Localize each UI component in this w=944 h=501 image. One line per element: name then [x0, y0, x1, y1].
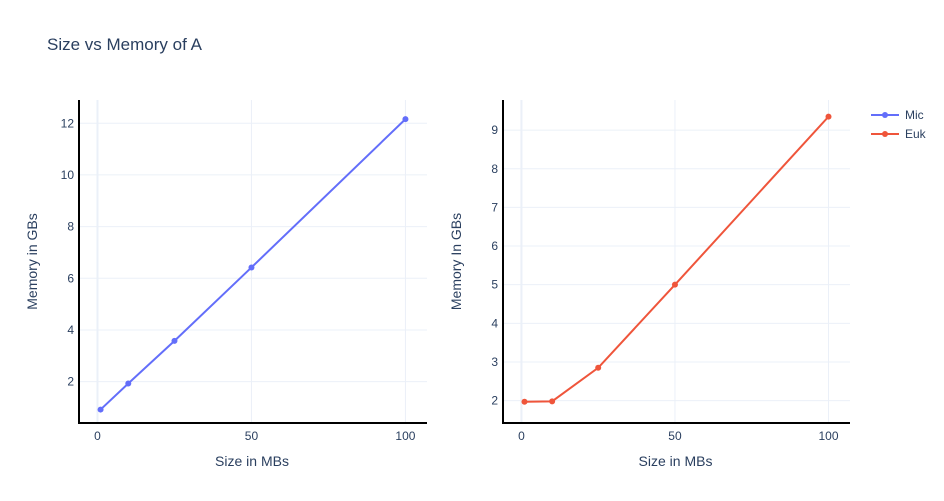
y-axis-title: Memory in GBs: [24, 213, 40, 309]
data-point-mic[interactable]: [97, 406, 104, 413]
right-subplot: 2 3 4 5 6 7 8 9 0 50 100 Size in MBs Memory In GBs: [448, 100, 850, 469]
y-tick-label: 8: [67, 220, 74, 234]
legend-label: Mic: [905, 108, 924, 122]
data-point-euk[interactable]: [595, 364, 602, 371]
data-point-mic[interactable]: [248, 264, 255, 271]
x-tick-label: 50: [668, 429, 682, 443]
left-subplot: 2 4 6 8 10 12 0 50 100 Size in MBs Memory in GBs: [24, 100, 427, 469]
y-tick-label: 9: [491, 123, 498, 137]
data-point-euk[interactable]: [521, 398, 528, 405]
data-point-euk[interactable]: [671, 281, 678, 288]
series-line-euk: [524, 115, 830, 403]
y-tick-label: 4: [491, 316, 498, 330]
chart-title: Size vs Memory of A: [47, 35, 203, 54]
x-tick-label: 50: [245, 429, 259, 443]
y-tick-label: 2: [491, 394, 498, 408]
y-tick-label: 5: [491, 278, 498, 292]
legend-marker-swatch: [882, 112, 888, 118]
legend-marker-swatch: [882, 131, 888, 137]
data-point-mic[interactable]: [171, 337, 178, 344]
series-line-mic: [99, 118, 407, 411]
y-tick-label: 3: [491, 355, 498, 369]
y-tick-label: 6: [67, 271, 74, 285]
legend-item-mic[interactable]: Mic: [871, 108, 924, 122]
data-point-mic[interactable]: [125, 380, 132, 387]
legend-item-euk[interactable]: Euk: [871, 127, 927, 141]
x-axis-title: Size in MBs: [639, 453, 713, 469]
legend-label: Euk: [905, 127, 927, 141]
y-tick-label: 7: [491, 200, 498, 214]
data-point-euk[interactable]: [549, 398, 556, 405]
y-tick-label: 4: [67, 323, 74, 337]
y-tick-label: 2: [67, 375, 74, 389]
y-tick-label: 6: [491, 239, 498, 253]
legend[interactable]: Mic Euk: [871, 108, 927, 141]
data-point-mic[interactable]: [402, 116, 409, 123]
y-tick-label: 8: [491, 162, 498, 176]
x-tick-label: 0: [518, 429, 525, 443]
x-tick-label: 0: [94, 429, 101, 443]
y-tick-label: 12: [61, 116, 75, 130]
y-tick-label: 10: [61, 168, 75, 182]
x-tick-label: 100: [395, 429, 415, 443]
y-axis-title: Memory In GBs: [448, 213, 464, 310]
data-point-euk[interactable]: [825, 113, 832, 120]
x-axis-title: Size in MBs: [215, 453, 289, 469]
x-tick-label: 100: [818, 429, 838, 443]
